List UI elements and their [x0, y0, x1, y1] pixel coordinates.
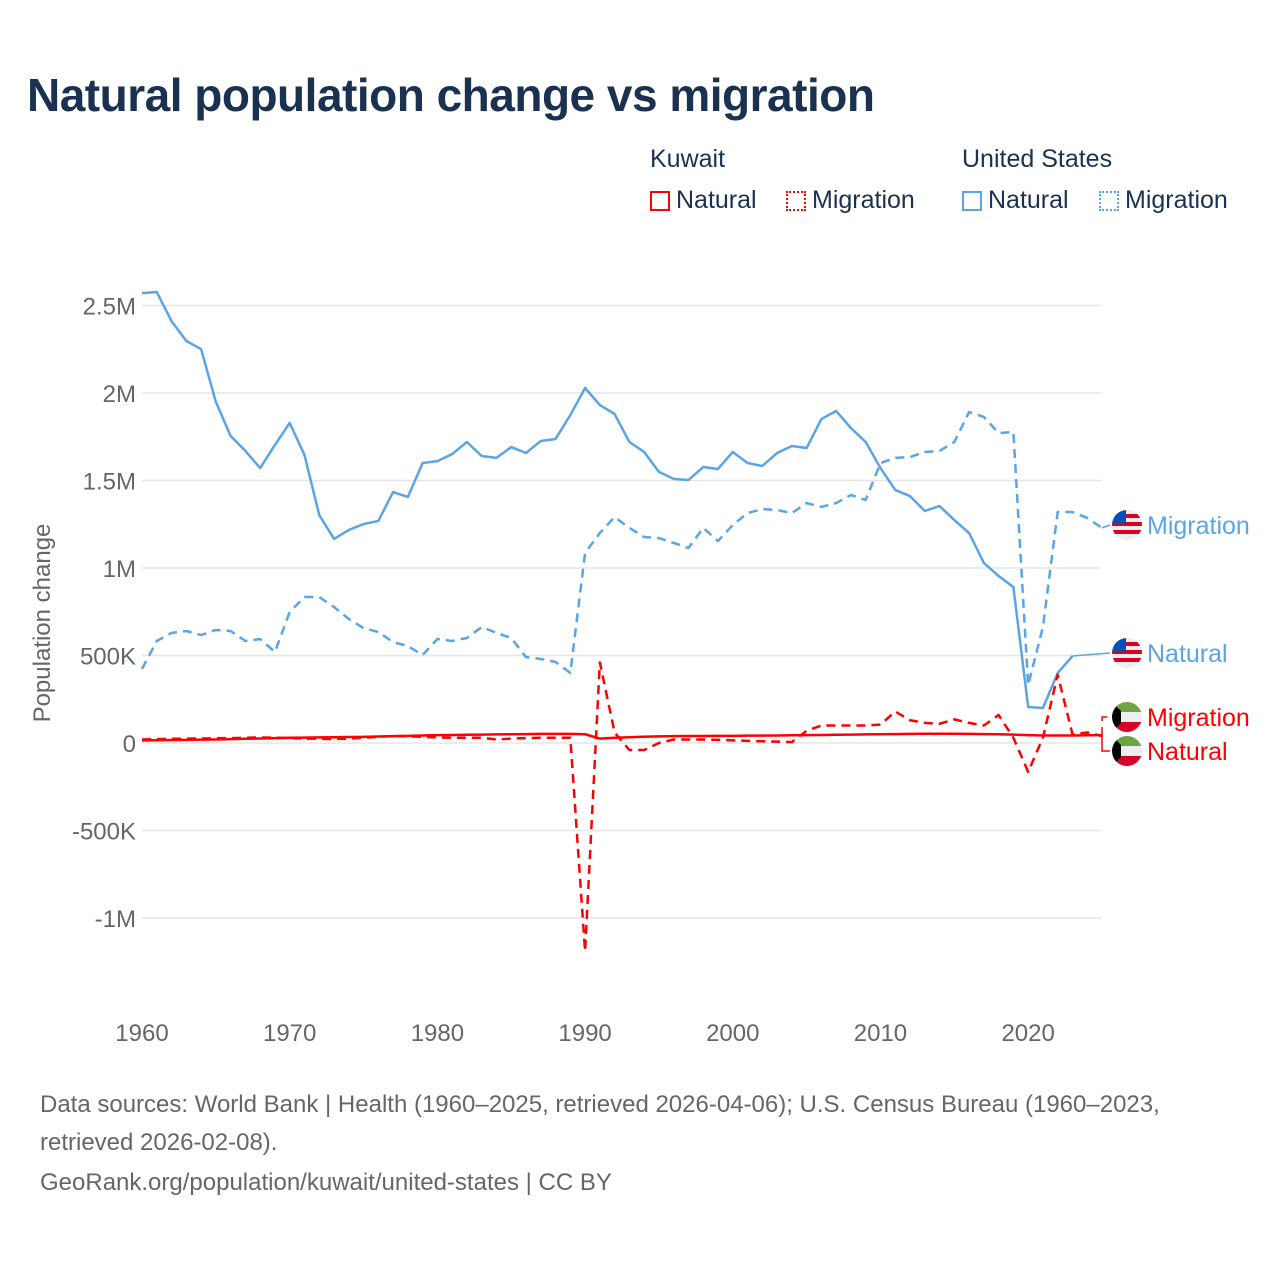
series-line-kuwait-migration [141, 661, 1103, 953]
y-tick-label: 0 [123, 731, 136, 758]
chart-title: Natural population change vs migration [27, 69, 875, 121]
y-tick-label: -1M [95, 906, 136, 933]
end-label-kuwait-migration: Migration [1147, 704, 1250, 732]
dotted-swatch-icon [1099, 190, 1119, 211]
label-connector [1101, 524, 1111, 529]
us-flag-icon [1112, 638, 1142, 668]
y-tick-label: 1M [103, 556, 136, 583]
x-tick-label: 2010 [854, 1020, 907, 1047]
end-label-united-states-migration: Migration [1147, 512, 1250, 540]
footer-link[interactable]: GeoRank.org/population/kuwait/united-sta… [40, 1169, 612, 1196]
end-label-kuwait-natural: Natural [1147, 738, 1228, 766]
series-line-united-states-natural [141, 290, 1074, 710]
legend-label: Migration [1125, 186, 1228, 214]
label-connector [1072, 652, 1111, 657]
end-label-united-states-natural: Natural [1147, 640, 1228, 668]
y-axis-label: Population change [29, 524, 56, 723]
y-tick-label: 1.5M [83, 469, 136, 496]
legend-label: Natural [988, 186, 1069, 214]
x-tick-label: 1960 [115, 1020, 168, 1047]
legend-item-kuwait-natural[interactable]: Natural [650, 186, 757, 215]
y-tick-label: 500K [80, 644, 136, 671]
series-line-united-states-migration [140, 410, 1103, 687]
legend-group-united-states: United States [962, 145, 1113, 173]
x-tick-label: 2020 [1001, 1020, 1054, 1047]
legend-item-us-migration[interactable]: Migration [1099, 186, 1228, 215]
x-tick-label: 1970 [263, 1020, 316, 1047]
x-tick-label: 2000 [706, 1020, 759, 1047]
legend-label: Migration [812, 186, 915, 214]
x-tick-label: 1980 [411, 1020, 464, 1047]
kuwait-flag-icon [1112, 702, 1142, 732]
label-connector [1101, 735, 1110, 752]
y-tick-label: -500K [72, 819, 136, 846]
us-flag-icon [1112, 510, 1142, 540]
legend-group-kuwait: Kuwait [650, 145, 726, 173]
solid-swatch-icon [962, 190, 982, 211]
solid-swatch-icon [650, 190, 670, 211]
series-line-kuwait-natural [141, 732, 1103, 742]
legend-item-kuwait-migration[interactable]: Migration [786, 186, 915, 215]
footer-sources: Data sources: World Bank | Health (1960–… [40, 1091, 1160, 1156]
y-tick-label: 2.5M [83, 294, 136, 321]
label-connector [1101, 716, 1110, 736]
dotted-swatch-icon [786, 190, 806, 211]
y-tick-label: 2M [103, 381, 136, 408]
legend-item-us-natural[interactable]: Natural [962, 186, 1069, 215]
legend-label: Natural [676, 186, 757, 214]
x-tick-label: 1990 [558, 1020, 611, 1047]
kuwait-flag-icon [1112, 736, 1142, 766]
